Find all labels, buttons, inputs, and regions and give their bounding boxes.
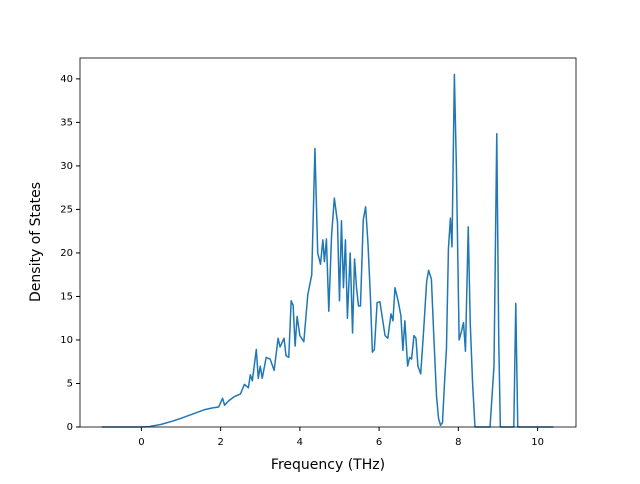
x-tick-label: 4 bbox=[297, 437, 303, 448]
y-tick-label: 25 bbox=[60, 204, 73, 215]
x-axis-label: Frequency (THz) bbox=[271, 457, 385, 473]
plot-frame bbox=[79, 57, 577, 428]
y-tick-label: 10 bbox=[60, 335, 73, 346]
y-tick-label: 30 bbox=[60, 161, 73, 172]
x-tick-label: 2 bbox=[217, 437, 223, 448]
x-tick-label: 6 bbox=[376, 437, 382, 448]
y-tick-label: 0 bbox=[67, 422, 73, 433]
y-tick-label: 5 bbox=[67, 378, 73, 389]
x-tick-label: 0 bbox=[138, 437, 144, 448]
x-tick-label: 10 bbox=[531, 437, 544, 448]
x-tick-label: 8 bbox=[455, 437, 461, 448]
y-tick-label: 20 bbox=[60, 248, 73, 259]
y-tick-label: 35 bbox=[60, 117, 73, 128]
y-tick-label: 40 bbox=[60, 74, 73, 85]
line-series bbox=[101, 73, 554, 428]
y-tick-label: 15 bbox=[60, 291, 73, 302]
y-axis-label: Density of States bbox=[28, 182, 44, 302]
